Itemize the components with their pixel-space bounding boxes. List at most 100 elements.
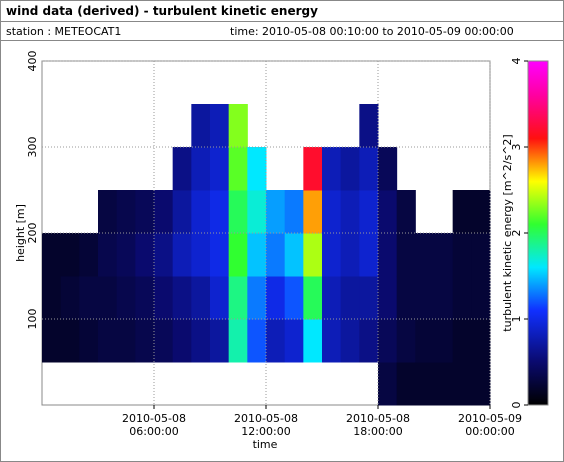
x-axis-label: time: [253, 438, 278, 451]
heat-cell: [303, 190, 323, 234]
heat-cell: [228, 319, 248, 363]
heat-cell: [42, 319, 62, 363]
heat-cell: [42, 276, 62, 320]
heat-cell: [60, 276, 80, 320]
colorbar-tick-label: 4: [510, 58, 523, 65]
heat-cell: [434, 319, 454, 363]
heat-cell: [172, 319, 192, 363]
heat-cell: [172, 190, 192, 234]
heat-cell: [452, 233, 472, 277]
heat-cell: [340, 233, 360, 277]
heat-cell: [247, 233, 267, 277]
heat-cell: [452, 276, 472, 320]
heat-cell: [471, 276, 491, 320]
heat-cell: [228, 104, 248, 148]
heat-cell: [172, 233, 192, 277]
heat-cell: [434, 233, 454, 277]
heat-cell: [396, 190, 416, 234]
station: station : METEOCAT1: [6, 25, 121, 38]
y-tick-label: 300: [26, 137, 39, 158]
heat-cell: [266, 233, 286, 277]
heat-cell: [266, 190, 286, 234]
heat-cell: [116, 233, 136, 277]
heat-cell: [116, 276, 136, 320]
period: time: 2010-05-08 00:10:00 to 2010-05-09 …: [230, 25, 514, 38]
heat-cell: [247, 319, 267, 363]
heat-cell: [359, 319, 379, 363]
heat-cell: [359, 190, 379, 234]
heat-cell: [471, 362, 491, 406]
heat-cell: [210, 104, 230, 148]
heat-cell: [434, 276, 454, 320]
heat-cell: [284, 319, 304, 363]
heat-cell: [135, 190, 155, 234]
heat-cell: [415, 362, 435, 406]
heat-cell: [191, 233, 211, 277]
heat-cell: [135, 276, 155, 320]
heat-cell: [154, 319, 174, 363]
heat-cell: [471, 190, 491, 234]
heat-cell: [266, 319, 286, 363]
heat-cell: [98, 190, 118, 234]
heat-cell: [191, 147, 211, 191]
heat-cell: [415, 276, 435, 320]
y-tick-label: 400: [26, 51, 39, 72]
heat-cell: [191, 190, 211, 234]
heat-cell: [98, 233, 118, 277]
x-tick-label: 2010-05-09 00:00:00: [458, 412, 522, 438]
heat-cell: [359, 276, 379, 320]
heat-cell: [452, 319, 472, 363]
heat-cell: [247, 147, 267, 191]
heat-cell: [135, 319, 155, 363]
heat-cell: [396, 233, 416, 277]
colorbar-tick-label: 3: [510, 144, 523, 151]
heat-cell: [154, 276, 174, 320]
colorbar-tick-label: 2: [510, 230, 523, 237]
colorbar: [527, 60, 549, 406]
heat-cell: [172, 276, 192, 320]
heat-cell: [340, 276, 360, 320]
heat-cell: [322, 276, 342, 320]
heat-cell: [378, 147, 398, 191]
heat-cell: [228, 190, 248, 234]
heat-cell: [378, 362, 398, 406]
heat-cell: [340, 319, 360, 363]
heat-cell: [303, 233, 323, 277]
colorbar-label: turbulent kinetic energy [m^2/s^2]: [501, 134, 514, 331]
heat-cell: [210, 233, 230, 277]
heat-cell: [303, 276, 323, 320]
heat-cell: [322, 190, 342, 234]
heat-cell: [415, 233, 435, 277]
heat-cell: [191, 104, 211, 148]
heat-cell: [396, 319, 416, 363]
heat-cell: [396, 362, 416, 406]
heat-cell: [359, 104, 379, 148]
heat-cell: [228, 276, 248, 320]
heat-cell: [452, 190, 472, 234]
heat-cell: [378, 319, 398, 363]
heat-cell: [247, 276, 267, 320]
heat-cell: [266, 276, 286, 320]
y-axis-label: height [m]: [14, 204, 27, 262]
heat-cell: [79, 276, 99, 320]
heat-cell: [322, 147, 342, 191]
heat-cell: [378, 190, 398, 234]
heat-cell: [135, 233, 155, 277]
heat-cell: [452, 362, 472, 406]
heat-cell: [60, 233, 80, 277]
heat-cell: [210, 319, 230, 363]
heat-cell: [303, 147, 323, 191]
heat-cell: [359, 233, 379, 277]
heat-cell: [303, 319, 323, 363]
heat-cell: [322, 233, 342, 277]
heat-cell: [98, 319, 118, 363]
heat-cell: [378, 276, 398, 320]
y-tick-label: 200: [26, 223, 39, 244]
heat-cell: [284, 190, 304, 234]
heat-cell: [116, 319, 136, 363]
heat-cell: [210, 147, 230, 191]
heat-cell: [42, 233, 62, 277]
heat-cell: [378, 233, 398, 277]
heat-cell: [98, 276, 118, 320]
